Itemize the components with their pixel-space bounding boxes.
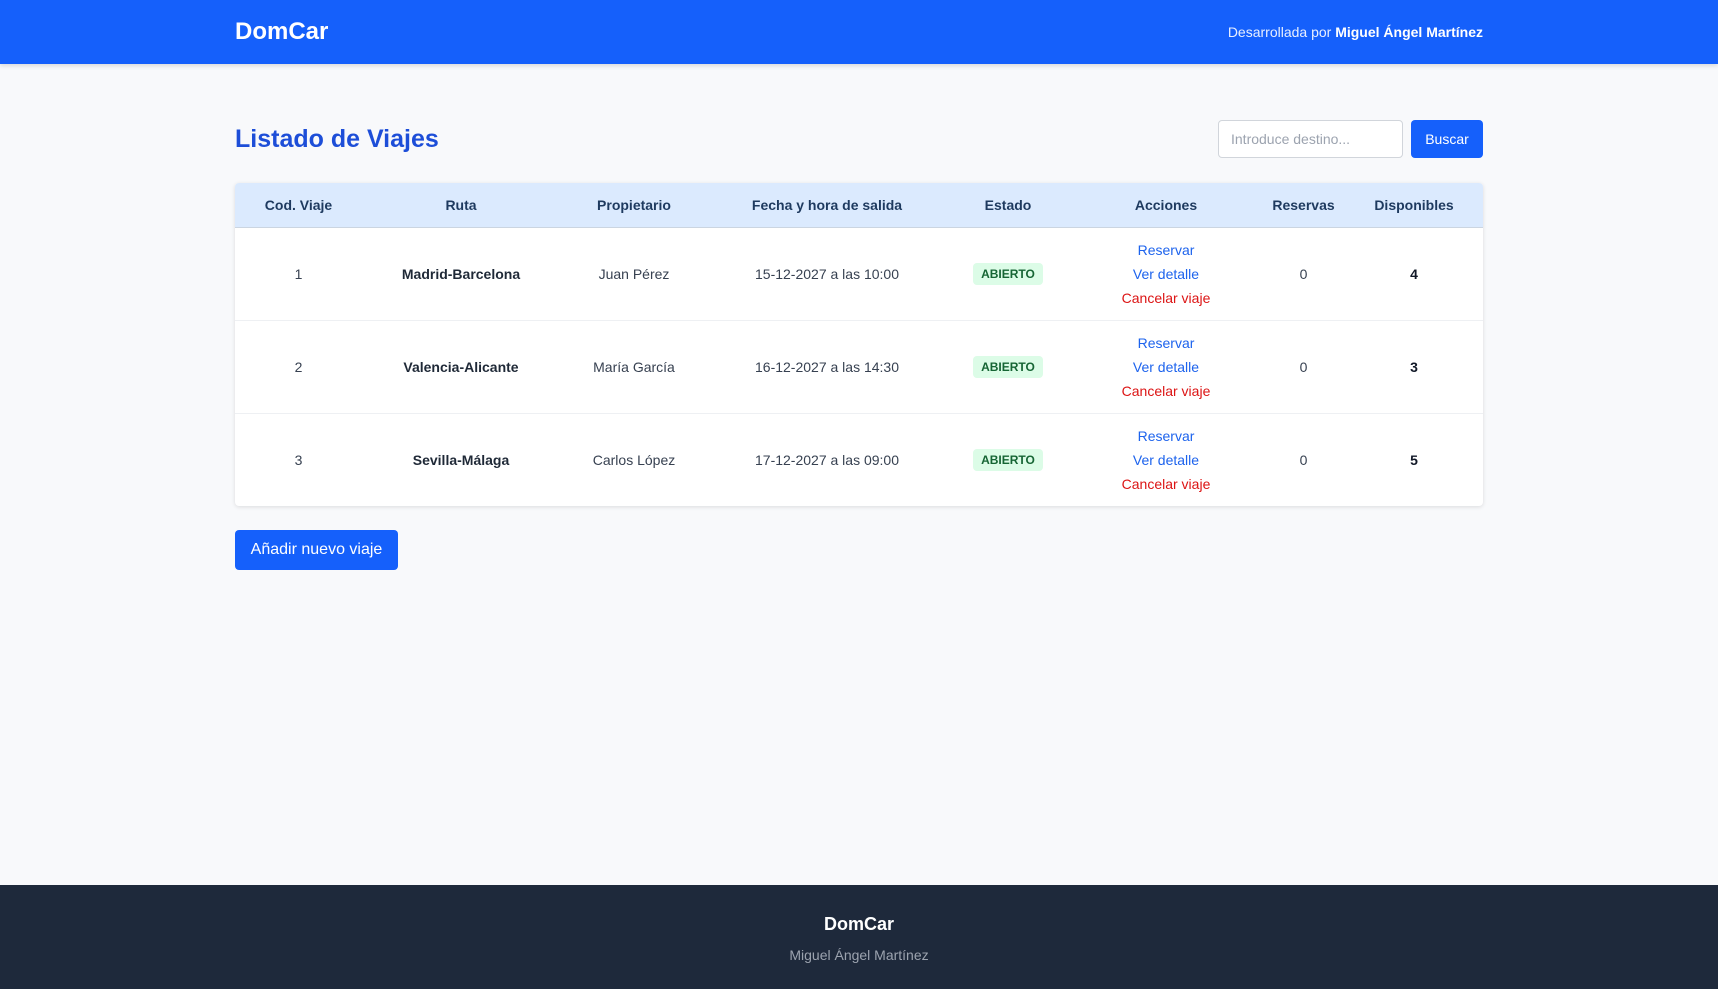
footer-brand: DomCar [823,914,894,934]
column-header-owner: Propietario [560,183,708,228]
page-title: Listado de Viajes [235,125,439,153]
trip-route: Sevilla-Málaga [412,451,510,468]
cancel-trip-link[interactable]: Cancelar viaje [1121,475,1211,492]
trip-owner: Carlos López [592,451,676,468]
trip-departure: 16-12-2027 a las 14:30 [755,358,899,375]
reserve-link[interactable]: Reservar [1137,241,1195,258]
trip-reservations: 0 [1299,451,1308,468]
trip-status-cell: ABIERTO [946,227,1070,320]
status-badge: ABIERTO [973,448,1043,471]
credit-name: Miguel Ángel Martínez [1335,24,1483,40]
page-footer: DomCar Miguel Ángel Martínez [0,885,1718,989]
trip-code: 3 [294,451,303,468]
trip-available-seats: 4 [1410,265,1418,282]
table-header-row: Cod. Viaje Ruta Propietario Fecha y hora… [235,183,1483,228]
row-actions: Reservar Ver detalle Cancelar viaje [1070,241,1262,307]
trip-route: Madrid-Barcelona [401,265,521,282]
trip-code: 1 [294,265,303,282]
column-header-available: Disponibles [1345,183,1483,228]
trip-actions-cell: Reservar Ver detalle Cancelar viaje [1070,227,1262,320]
trip-status-cell: ABIERTO [946,320,1070,413]
table-row: 1 Madrid-Barcelona Juan Pérez 15-12-2027… [235,227,1483,320]
status-badge: ABIERTO [973,355,1043,378]
view-detail-link[interactable]: Ver detalle [1132,265,1200,282]
footer-author: Miguel Ángel Martínez [789,947,929,963]
trip-reservations: 0 [1299,358,1308,375]
trip-owner: María García [593,358,675,375]
trip-reservations: 0 [1299,265,1308,282]
trip-status-cell: ABIERTO [946,413,1070,506]
column-header-status: Estado [946,183,1070,228]
row-actions: Reservar Ver detalle Cancelar viaje [1070,334,1262,400]
column-header-reservations: Reservas [1262,183,1345,228]
trips-table-card: Cod. Viaje Ruta Propietario Fecha y hora… [235,183,1483,506]
view-detail-link[interactable]: Ver detalle [1132,358,1200,375]
trip-code: 2 [294,358,303,375]
trip-available-seats: 5 [1410,451,1418,468]
status-badge: ABIERTO [973,262,1043,285]
credit-prefix: Desarrollada por [1227,24,1332,40]
reserve-link[interactable]: Reservar [1137,427,1195,444]
trip-available-seats: 3 [1410,358,1418,375]
column-header-actions: Acciones [1070,183,1262,228]
cancel-trip-link[interactable]: Cancelar viaje [1121,289,1211,306]
trip-departure: 17-12-2027 a las 09:00 [755,451,899,468]
developer-credit: Desarrollada por Miguel Ángel Martínez [1228,24,1483,40]
column-header-code: Cod. Viaje [235,183,362,228]
top-navbar: DomCar Desarrollada por Miguel Ángel Mar… [0,0,1718,64]
reserve-link[interactable]: Reservar [1137,334,1195,351]
trip-actions-cell: Reservar Ver detalle Cancelar viaje [1070,320,1262,413]
destination-search-input[interactable] [1218,120,1403,158]
table-row: 3 Sevilla-Málaga Carlos López 17-12-2027… [235,413,1483,506]
view-detail-link[interactable]: Ver detalle [1132,451,1200,468]
search-button[interactable]: Buscar [1411,120,1483,158]
trip-owner: Juan Pérez [598,265,670,282]
brand-logo[interactable]: DomCar [235,18,329,45]
row-actions: Reservar Ver detalle Cancelar viaje [1070,427,1262,493]
table-row: 2 Valencia-Alicante María García 16-12-2… [235,320,1483,413]
cancel-trip-link[interactable]: Cancelar viaje [1121,382,1211,399]
trip-route: Valencia-Alicante [403,358,519,375]
column-header-route: Ruta [362,183,560,228]
trips-table: Cod. Viaje Ruta Propietario Fecha y hora… [235,183,1483,506]
trip-actions-cell: Reservar Ver detalle Cancelar viaje [1070,413,1262,506]
trip-departure: 15-12-2027 a las 10:00 [755,265,899,282]
column-header-departure: Fecha y hora de salida [708,183,946,228]
add-trip-button[interactable]: Añadir nuevo viaje [235,530,398,570]
